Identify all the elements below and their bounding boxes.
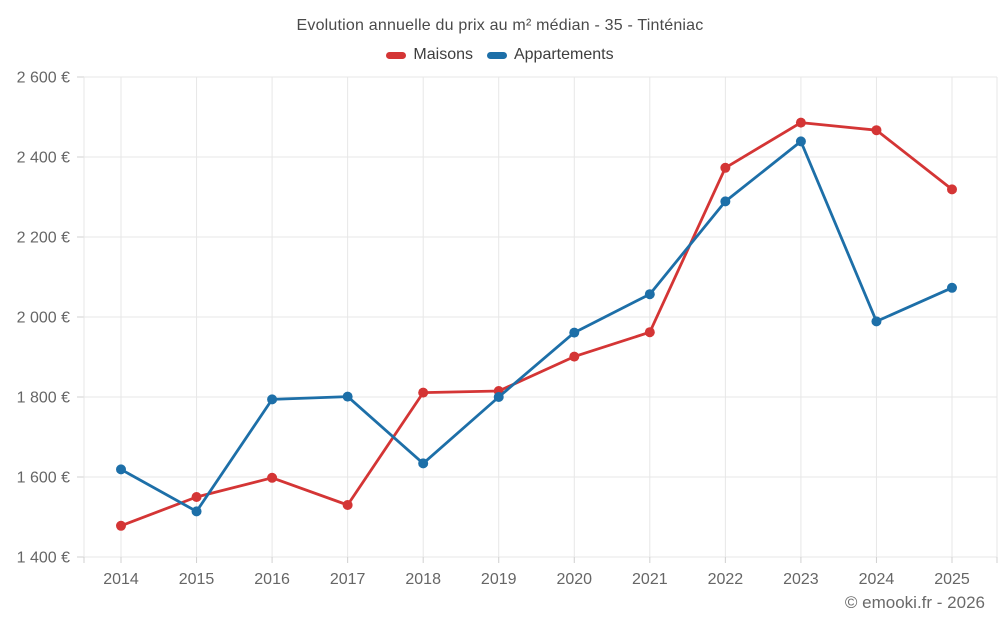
legend-label-maisons: Maisons bbox=[413, 46, 473, 63]
data-point-appartements-2017[interactable] bbox=[342, 391, 353, 402]
data-point-appartements-2014[interactable] bbox=[116, 464, 126, 475]
x-tick-label: 2024 bbox=[859, 571, 895, 588]
data-point-maisons-2018[interactable] bbox=[418, 387, 429, 398]
x-tick-label: 2016 bbox=[254, 571, 290, 588]
x-tick-label: 2017 bbox=[330, 571, 366, 588]
x-tick-label: 2019 bbox=[481, 571, 517, 588]
legend-label-appartements: Appartements bbox=[513, 46, 614, 63]
x-tick-label: 2025 bbox=[934, 571, 970, 588]
data-point-maisons-2022[interactable] bbox=[720, 162, 731, 173]
data-point-appartements-2016[interactable] bbox=[267, 394, 278, 405]
x-tick-label: 2021 bbox=[632, 571, 668, 588]
data-point-maisons-2015[interactable] bbox=[191, 492, 202, 502]
data-point-appartements-2023[interactable] bbox=[795, 136, 806, 147]
y-tick-label: 1 400 € bbox=[17, 550, 70, 567]
y-tick-label: 1 800 € bbox=[17, 390, 70, 407]
data-point-appartements-2020[interactable] bbox=[569, 327, 580, 338]
data-point-maisons-2016[interactable] bbox=[267, 472, 278, 483]
data-point-appartements-2021[interactable] bbox=[644, 289, 655, 300]
copyright-footer: © emooki.fr - 2026 bbox=[844, 593, 985, 612]
x-tick-label: 2018 bbox=[405, 571, 441, 588]
data-point-appartements-2015[interactable] bbox=[191, 506, 202, 517]
data-point-appartements-2024[interactable] bbox=[871, 316, 882, 327]
data-point-maisons-2021[interactable] bbox=[644, 327, 655, 338]
y-tick-label: 2 200 € bbox=[17, 230, 70, 247]
x-tick-label: 2020 bbox=[556, 571, 592, 588]
x-tick-label: 2022 bbox=[708, 571, 744, 588]
data-point-maisons-2017[interactable] bbox=[342, 500, 353, 510]
series-line-maisons bbox=[119, 121, 954, 528]
maisons-swatch-icon bbox=[386, 51, 407, 59]
appartements-swatch-icon bbox=[486, 51, 507, 59]
data-point-maisons-2023[interactable] bbox=[795, 117, 806, 128]
data-point-maisons-2020[interactable] bbox=[569, 351, 580, 362]
data-point-appartements-2022[interactable] bbox=[720, 196, 731, 207]
y-tick-label: 1 600 € bbox=[17, 470, 70, 487]
y-tick-label: 2 600 € bbox=[17, 70, 70, 87]
y-tick-label: 2 400 € bbox=[17, 150, 70, 167]
series-line-appartements bbox=[119, 139, 954, 513]
chart-title: Evolution annuelle du prix au m² médian … bbox=[296, 17, 704, 34]
legend-item-maisons[interactable]: Maisons bbox=[386, 46, 473, 64]
chart-legend: Maisons Appartements bbox=[0, 46, 1000, 64]
data-point-maisons-2014[interactable] bbox=[116, 520, 126, 531]
data-point-appartements-2019[interactable] bbox=[493, 392, 504, 402]
x-tick-label: 2014 bbox=[103, 571, 139, 588]
x-tick-label: 2015 bbox=[179, 571, 215, 588]
x-tick-label: 2023 bbox=[783, 571, 819, 588]
data-point-appartements-2018[interactable] bbox=[418, 458, 429, 469]
data-point-appartements-2025[interactable] bbox=[947, 282, 957, 293]
y-tick-label: 2 000 € bbox=[17, 310, 70, 327]
data-point-maisons-2025[interactable] bbox=[947, 184, 957, 195]
data-point-maisons-2024[interactable] bbox=[871, 125, 882, 136]
legend-item-appartements[interactable]: Appartements bbox=[486, 46, 614, 64]
